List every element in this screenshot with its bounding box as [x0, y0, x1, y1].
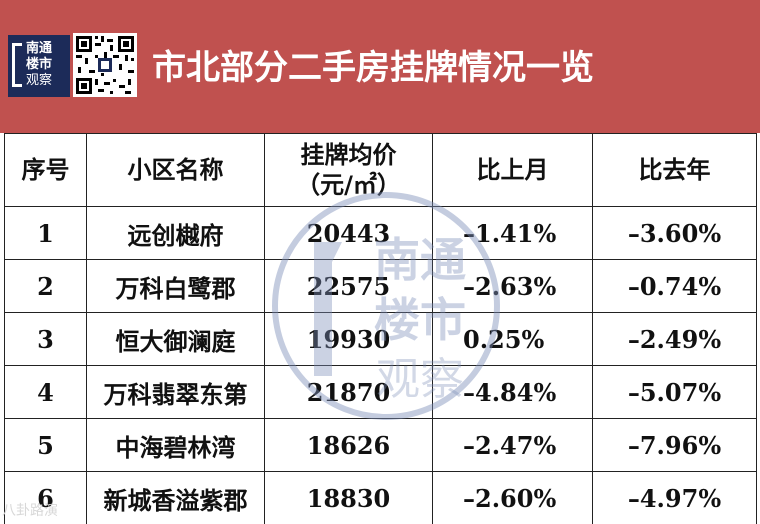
cell-mom: –2.63% — [432, 259, 593, 313]
logo-text: 南通 楼市 观察 — [26, 41, 68, 89]
logo-line-3: 观察 — [26, 73, 53, 88]
col-header-mom: 比上月 — [432, 133, 593, 207]
col-header-price-label: 挂牌均价 — [300, 141, 397, 169]
cell-mom: –2.60% — [432, 471, 593, 524]
cell-no: 5 — [4, 418, 87, 472]
table-row: 2 万科白鹭郡 22575 –2.63% –0.74% — [4, 259, 757, 313]
header-banner: 南通 楼市 观察 市北部分二手房挂 — [0, 0, 760, 133]
cell-mom: –1.41% — [432, 206, 593, 260]
table-row: 5 中海碧林湾 18626 –2.47% –7.96% — [4, 418, 757, 472]
cell-yoy: –4.97% — [592, 471, 757, 524]
brand-logo: 南通 楼市 观察 — [8, 35, 70, 97]
col-header-price: 挂牌均价 （元/㎡） — [264, 133, 433, 207]
table-header-row: 序号 小区名称 挂牌均价 （元/㎡） 比上月 比去年 — [4, 133, 757, 207]
qr-code-icon — [73, 33, 137, 97]
cell-yoy: –0.74% — [592, 259, 757, 313]
cell-mom: –4.84% — [432, 365, 593, 419]
cell-price: 22575 — [264, 259, 433, 313]
cell-name: 万科翡翠东第 — [86, 365, 265, 419]
cell-price: 18626 — [264, 418, 433, 472]
col-header-yoy: 比去年 — [592, 133, 757, 207]
cell-name: 远创樾府 — [86, 206, 265, 260]
logo-line-2: 楼市 — [26, 57, 53, 72]
cell-price: 21870 — [264, 365, 433, 419]
cell-yoy: –3.60% — [592, 206, 757, 260]
table-row: 3 恒大御澜庭 19930 0.25% –2.49% — [4, 312, 757, 366]
table-row: 1 远创樾府 20443 –1.41% –3.60% — [4, 206, 757, 260]
cell-price: 19930 — [264, 312, 433, 366]
table-row: 4 万科翡翠东第 21870 –4.84% –5.07% — [4, 365, 757, 419]
cell-price: 18830 — [264, 471, 433, 524]
col-header-no: 序号 — [4, 133, 87, 207]
cell-name: 万科白鹭郡 — [86, 259, 265, 313]
logo-bracket-icon — [12, 43, 22, 87]
logo-line-1: 南通 — [26, 41, 53, 56]
corner-watermark: 八卦路演 — [2, 503, 58, 519]
cell-mom: –2.47% — [432, 418, 593, 472]
col-header-name: 小区名称 — [86, 133, 265, 207]
cell-name: 新城香溢紫郡 — [86, 471, 265, 524]
cell-name: 中海碧林湾 — [86, 418, 265, 472]
listing-table: 序号 小区名称 挂牌均价 （元/㎡） 比上月 比去年 1 远创樾府 20443 … — [4, 133, 757, 524]
cell-no: 2 — [4, 259, 87, 313]
col-header-price-unit: （元/㎡） — [296, 171, 401, 199]
table-row: 6 新城香溢紫郡 18830 –2.60% –4.97% — [4, 471, 757, 524]
cell-yoy: –2.49% — [592, 312, 757, 366]
page-title: 市北部分二手房挂牌情况一览 — [152, 48, 594, 88]
cell-yoy: –7.96% — [592, 418, 757, 472]
cell-no: 3 — [4, 312, 87, 366]
cell-name: 恒大御澜庭 — [86, 312, 265, 366]
cell-no: 4 — [4, 365, 87, 419]
cell-no: 1 — [4, 206, 87, 260]
qr-code-graphic — [73, 33, 137, 97]
cell-price: 20443 — [264, 206, 433, 260]
cell-mom: 0.25% — [432, 312, 593, 366]
cell-yoy: –5.07% — [592, 365, 757, 419]
